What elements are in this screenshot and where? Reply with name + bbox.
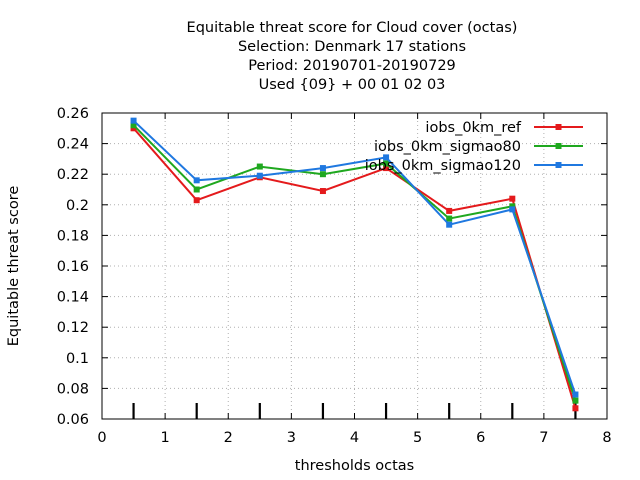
x-tick-label: 5 xyxy=(413,430,422,446)
data-point xyxy=(319,171,326,178)
x-tick-label: 2 xyxy=(224,430,233,446)
x-tick-label: 7 xyxy=(539,430,548,446)
data-point xyxy=(193,186,200,193)
chart-title-line: Selection: Denmark 17 stations xyxy=(238,39,466,55)
series-line xyxy=(132,127,577,409)
y-tick-label: 0.08 xyxy=(57,381,89,397)
data-point xyxy=(446,215,453,222)
legend-label: iobs_0km_ref xyxy=(425,120,521,136)
y-tick-label: 0.2 xyxy=(66,198,89,214)
y-tick-label: 0.16 xyxy=(57,259,89,275)
y-tick-label: 0.06 xyxy=(57,412,89,428)
data-point xyxy=(572,391,579,398)
x-tick-label: 3 xyxy=(287,430,296,446)
legend-item: iobs_0km_sigmao120 xyxy=(365,158,583,174)
y-tick-label: 0.18 xyxy=(57,228,89,244)
y-tick-label: 0.14 xyxy=(57,290,89,306)
x-axis-ticks: 0 1 2 3 4 5 6 7 8 xyxy=(97,113,612,446)
series-lines xyxy=(130,117,579,412)
legend-item: iobs_0km_sigmao80 xyxy=(374,139,583,155)
x-tick-label: 4 xyxy=(350,430,359,446)
data-point xyxy=(193,197,200,204)
chart-title-line: Equitable threat score for Cloud cover (… xyxy=(187,20,518,36)
y-tick-label: 0.22 xyxy=(57,167,89,183)
data-point xyxy=(383,160,390,167)
data-point xyxy=(130,117,137,124)
data-point xyxy=(193,177,200,184)
legend-swatch-marker xyxy=(555,124,562,130)
data-point xyxy=(383,165,390,172)
data-point xyxy=(130,122,137,129)
legend-swatch-marker xyxy=(555,143,562,149)
chart-title-line: Period: 20190701-20190729 xyxy=(248,58,456,74)
x-tick-label: 6 xyxy=(476,430,485,446)
data-point xyxy=(256,172,263,179)
series-line xyxy=(132,124,577,401)
chart-title: Equitable threat score for Cloud cover (… xyxy=(187,20,518,93)
data-point xyxy=(446,207,453,214)
series-iobs_0km_sigmao120 xyxy=(130,117,579,398)
series-iobs_0km_sigmao80 xyxy=(130,122,579,404)
grid xyxy=(102,113,607,419)
y-axis-ticks: 0.06 0.08 0.1 0.12 0.14 0.16 0.18 0.2 0.22 0.24 0.… xyxy=(57,106,607,428)
y-tick-label: 0.12 xyxy=(57,320,89,336)
data-point xyxy=(509,206,516,213)
data-point xyxy=(256,163,263,170)
data-point xyxy=(572,405,579,412)
legend-swatch-marker xyxy=(555,162,562,168)
x-tick-label: 1 xyxy=(161,430,170,446)
y-tick-label: 0.24 xyxy=(57,137,89,153)
bottom-tick-marks xyxy=(132,403,577,419)
y-tick-label: 0.1 xyxy=(66,351,89,367)
series-line xyxy=(132,119,577,395)
data-point xyxy=(446,221,453,228)
legend: iobs_0km_ref iobs_0km_sigmao80 iobs_0km_si… xyxy=(365,120,583,174)
x-axis-label: thresholds octas xyxy=(295,458,414,474)
x-tick-label: 8 xyxy=(602,430,611,446)
data-point xyxy=(319,188,326,195)
legend-label: iobs_0km_sigmao80 xyxy=(374,139,521,155)
data-point xyxy=(509,203,516,210)
chart-title-line: Used {09} + 00 01 02 03 xyxy=(259,77,446,93)
data-point xyxy=(319,165,326,172)
y-axis-label: Equitable threat score xyxy=(6,186,22,347)
y-tick-label: 0.26 xyxy=(57,106,89,122)
legend-item: iobs_0km_ref xyxy=(425,120,583,136)
data-point xyxy=(572,397,579,404)
x-tick-label: 0 xyxy=(97,430,106,446)
legend-label: iobs_0km_sigmao120 xyxy=(365,158,521,174)
data-point xyxy=(130,125,137,132)
data-point xyxy=(509,195,516,202)
data-point xyxy=(383,154,390,161)
